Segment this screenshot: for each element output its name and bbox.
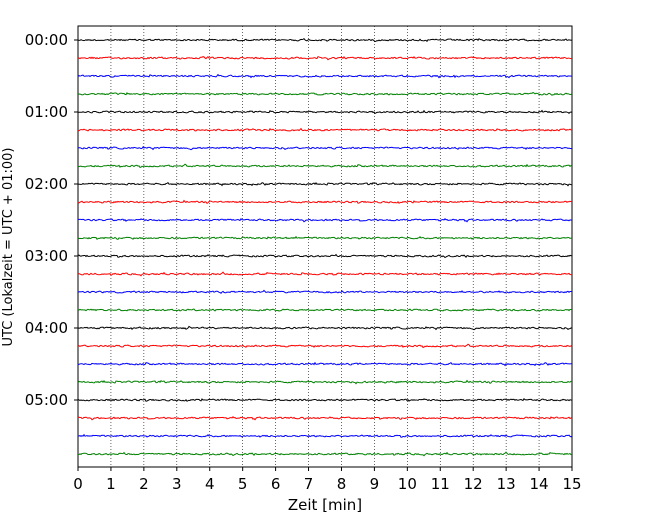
x-tick-label: 11 — [431, 475, 450, 493]
trace-0015 — [77, 55, 573, 61]
x-tick-label: 12 — [464, 475, 483, 493]
y-axis-label: UTC (Lokalzeit = UTC + 01:00) — [1, 148, 16, 347]
trace-0030 — [77, 73, 573, 79]
x-tick-label: 0 — [73, 475, 83, 493]
trace-0515 — [77, 416, 573, 421]
trace-0430 — [77, 361, 573, 367]
trace-0545 — [77, 451, 573, 457]
y-tick-label: 04:00 — [25, 319, 68, 337]
x-tick-label: 6 — [271, 475, 281, 493]
x-tick-label: 7 — [304, 475, 314, 493]
y-tick-label: 03:00 — [25, 247, 68, 265]
trace-0145 — [77, 163, 573, 168]
x-tick-label: 14 — [530, 475, 549, 493]
y-tick-label: 05:00 — [25, 391, 68, 409]
trace-0400 — [77, 325, 573, 331]
x-tick-label: 8 — [337, 475, 347, 493]
trace-0045 — [77, 91, 573, 96]
trace-0000 — [77, 38, 573, 43]
y-axis-ticks: 00:00 01:00 02:00 03:00 04:00 05:00 — [25, 31, 78, 409]
trace-0345 — [77, 307, 573, 312]
trace-0415 — [77, 343, 573, 348]
x-tick-label: 10 — [398, 475, 417, 493]
y-tick-label: 01:00 — [25, 103, 68, 121]
trace-0530 — [77, 433, 573, 438]
x-tick-label: 13 — [497, 475, 516, 493]
x-axis-label: Zeit [min] — [288, 496, 362, 514]
plot-frame — [77, 25, 573, 468]
x-tick-label: 2 — [139, 475, 149, 493]
trace-0215 — [77, 199, 573, 205]
trace-0315 — [77, 271, 573, 277]
trace-0100 — [77, 109, 573, 115]
trace-0245 — [77, 235, 573, 240]
trace-0330 — [77, 289, 573, 294]
trace-0130 — [77, 146, 573, 151]
trace-0300 — [77, 253, 573, 259]
trace-0200 — [77, 182, 573, 187]
x-axis-ticks: 0 1 2 3 4 5 6 7 8 9 10 11 12 13 14 15 — [73, 467, 582, 493]
x-tick-label: 4 — [205, 475, 215, 493]
trace-0115 — [77, 127, 573, 132]
y-tick-label: 02:00 — [25, 175, 68, 193]
trace-0500 — [77, 397, 573, 402]
traces — [77, 38, 573, 457]
x-tick-label: 1 — [106, 475, 116, 493]
x-tick-label: 5 — [238, 475, 248, 493]
trace-0230 — [77, 217, 573, 223]
y-tick-label: 00:00 — [25, 31, 68, 49]
x-tick-label: 15 — [562, 475, 581, 493]
x-tick-label: 9 — [370, 475, 380, 493]
trace-0445 — [77, 379, 573, 385]
x-tick-label: 3 — [172, 475, 182, 493]
